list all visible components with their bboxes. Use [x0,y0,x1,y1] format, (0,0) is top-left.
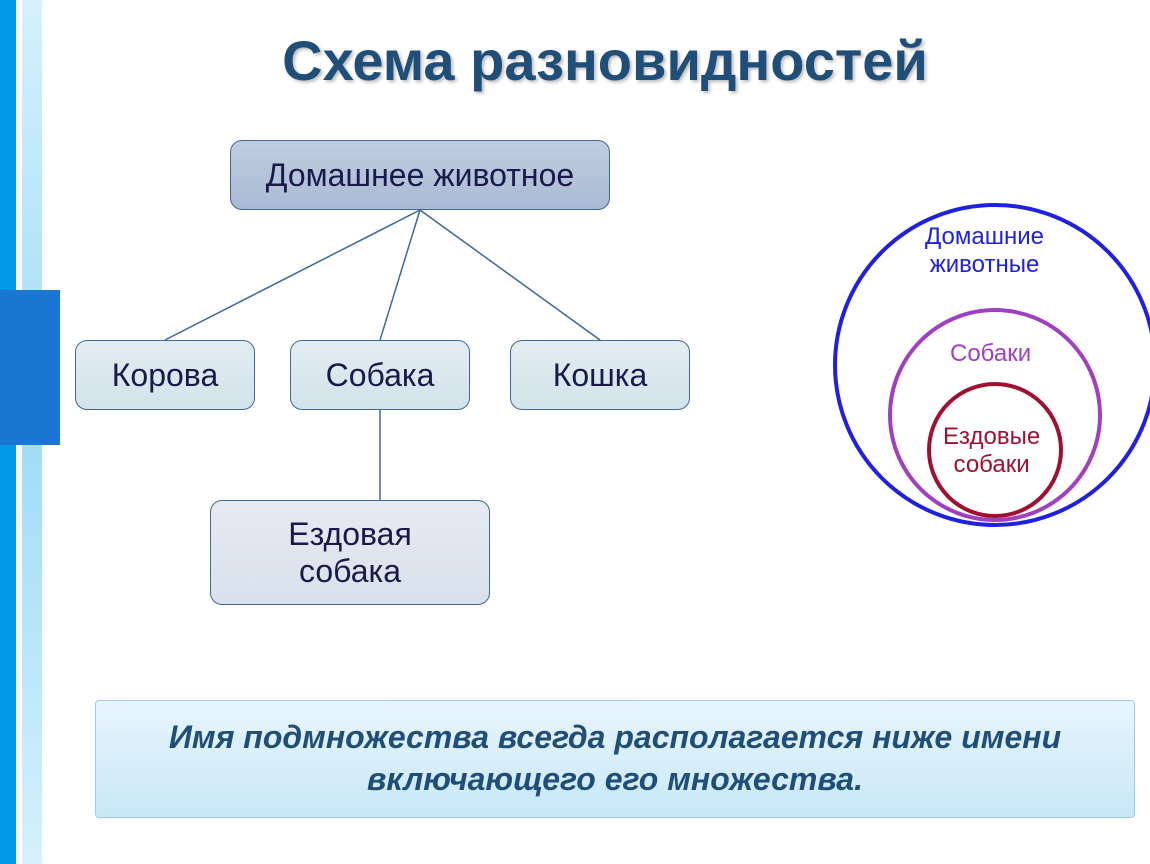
tree-child-label: Кошка [553,357,648,394]
slide-content: Схема разновидностей Домашнее животное К… [60,0,1150,864]
tree-child-label: Собака [326,357,435,394]
left-bar-accent-block [0,290,60,445]
venn-label-inner: Ездовые собаки [943,423,1040,478]
footer-callout: Имя подмножества всегда располагается ни… [95,700,1135,818]
left-decorative-bar [0,0,42,864]
tree-root-node: Домашнее животное [230,140,610,210]
tree-child-node: Кошка [510,340,690,410]
slide-title: Схема разновидностей [60,28,1150,93]
tree-root-label: Домашнее животное [266,157,574,194]
tree-child-node: Корова [75,340,255,410]
connector-line [380,210,420,340]
connector-line [420,210,600,340]
venn-label-middle: Собаки [950,340,1031,368]
footer-text: Имя подмножества всегда располагается ни… [116,717,1114,800]
tree-grandchild-node: Ездовая собака [210,500,490,605]
tree-child-label: Корова [112,357,218,394]
venn-label-outer: Домашние животные [925,223,1044,278]
tree-diagram: Домашнее животное Корова Собака Кошка Ез… [60,130,820,660]
tree-child-node: Собака [290,340,470,410]
venn-diagram: Домашние животные Собаки Ездовые собаки [830,165,1150,585]
connector-line [165,210,420,340]
tree-grandchild-label: Ездовая собака [288,516,412,590]
